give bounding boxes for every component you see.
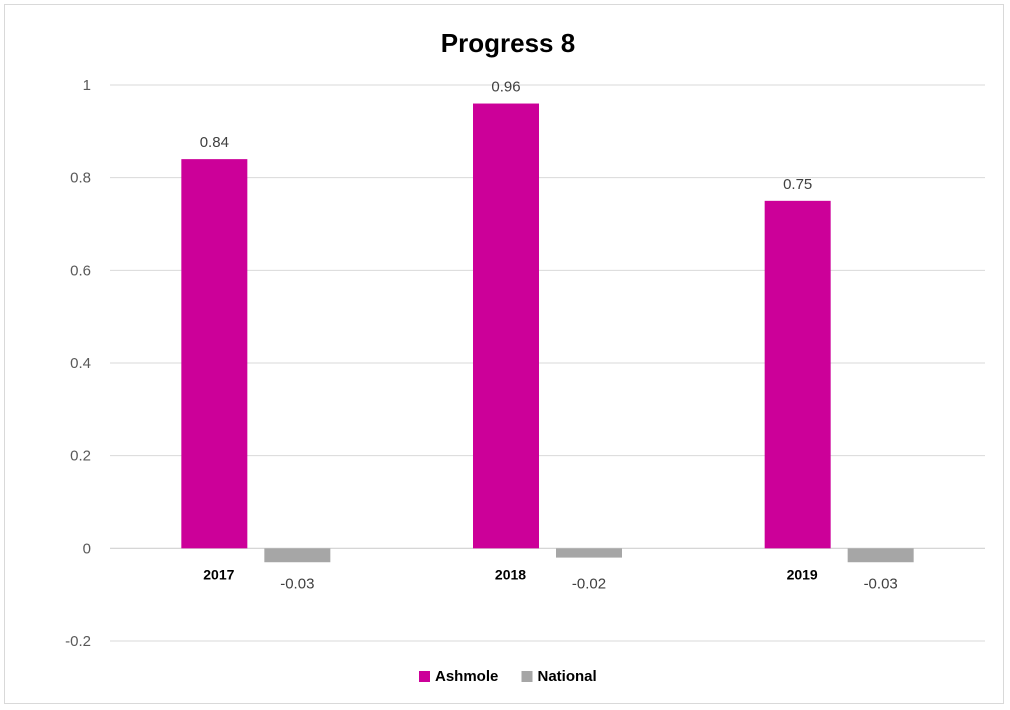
data-label: 0.84 (200, 134, 229, 151)
bar-national-2019 (847, 548, 914, 563)
y-tick-label: 1 (83, 77, 91, 94)
legend-swatch (419, 671, 430, 682)
bar-ashmole-2019 (764, 200, 831, 549)
legend: Ashmole National (419, 668, 597, 685)
data-labels: 0.84 -0.03 0.96 -0.02 0.75 -0.03 (200, 79, 898, 593)
data-label: -0.02 (572, 575, 606, 592)
y-tick-label: 0.4 (70, 355, 91, 372)
bar-national-2018 (556, 548, 622, 558)
y-tick-label: 0.8 (70, 170, 91, 187)
bar-chart: Progress 8 10.80.60.40.20-0.2 0.84-0.030… (65, 28, 985, 685)
y-axis-ticks: 1 0.8 0.6 0.4 0.2 0 -0.2 (65, 77, 91, 650)
gridlines (110, 84, 985, 642)
bar-ashmole-2017 (181, 159, 248, 549)
category-label: 2018 (495, 566, 526, 582)
bar-national-2017 (264, 548, 331, 563)
bars (181, 103, 914, 563)
chart-frame: Progress 8 1 0.8 0.6 0.4 0.2 0 -0.2 0.84 -0.03 0… (4, 4, 1004, 704)
legend-label: Ashmole (435, 668, 498, 685)
data-label: -0.03 (864, 575, 898, 592)
category-labels: 2017 2018 2019 (203, 566, 818, 582)
data-label: -0.03 (280, 575, 314, 592)
chart-title: Progress 8 (441, 28, 575, 58)
legend-label: National (538, 668, 597, 685)
y-tick-label: 0.2 (70, 448, 91, 465)
y-tick-label: 0 (83, 540, 91, 557)
data-label: 0.96 (491, 79, 520, 96)
y-tick-label: 0.6 (70, 262, 91, 279)
y-tick-label: -0.2 (65, 633, 91, 650)
category-label: 2019 (787, 566, 818, 582)
bar-ashmole-2018 (473, 103, 539, 549)
category-label: 2017 (203, 566, 234, 582)
data-label: 0.75 (783, 176, 812, 193)
legend-swatch (521, 671, 533, 682)
